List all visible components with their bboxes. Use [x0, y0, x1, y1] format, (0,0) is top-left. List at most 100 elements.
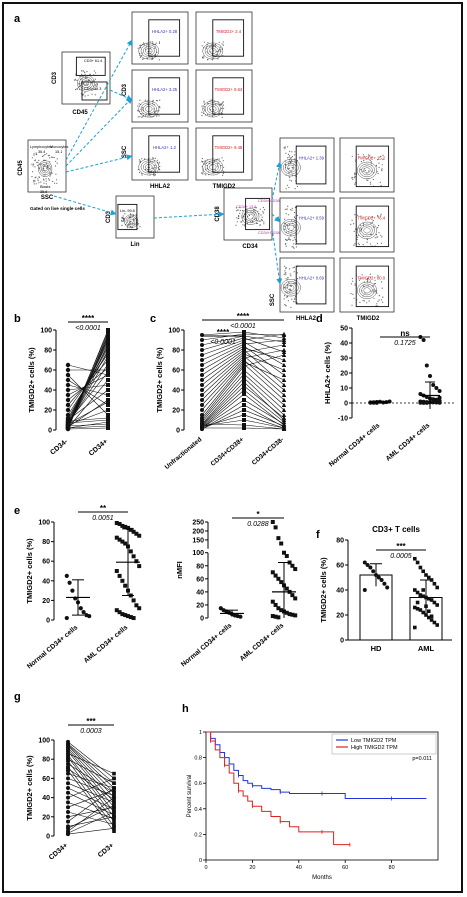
tmigd2-cd34-plot-0-event: [381, 168, 383, 170]
hhla2-plot-2-event: [154, 167, 157, 169]
tmigd2-cd34-plot-2-event: [363, 300, 365, 302]
g-pair-line: [67, 811, 115, 834]
cd3-plot-event: [91, 82, 93, 84]
c-point-cd38neg: [281, 372, 287, 377]
cd38-plot-event: [261, 216, 263, 218]
hhla2-plot-1-event: [138, 103, 140, 105]
b-point-cd34neg: [65, 402, 71, 408]
hhla2-cd34-plot-1-event: [291, 246, 293, 248]
hhla2-cd34-plot-1-event: [283, 222, 285, 224]
root-plot-event: [45, 178, 47, 180]
e1-point-aml: [128, 615, 133, 620]
e2-point-aml: [279, 608, 284, 613]
b-point-cd34pos: [106, 408, 110, 412]
tmigd2-plot-1-event: [215, 103, 217, 105]
lin-plot-event: [121, 224, 123, 226]
tmigd2-cd34-plot-2-event: [368, 300, 370, 302]
tmigd2-plot-2: TMIGD2+ 9.48: [195, 127, 253, 181]
tmigd2-plot-2-event: [222, 172, 224, 175]
hhla2-cd34-plot-0-event: [291, 180, 293, 182]
tmigd2-cd34-plot-1-event: [351, 219, 353, 221]
gating-arrow: [153, 211, 225, 219]
tmigd2-plot-1-event: [210, 109, 212, 111]
root-plot-event: [43, 182, 45, 184]
g-point-cd3: [112, 816, 116, 821]
cd38-plot-event: [261, 220, 263, 222]
g-pair-line: [67, 792, 115, 816]
b-point-cd34pos: [106, 420, 110, 424]
e1-point-aml: [137, 533, 142, 538]
e2-point-aml: [279, 580, 284, 585]
g-pair-line: [67, 758, 115, 784]
f-y-tick-label: 40: [336, 588, 344, 595]
tmigd2-cd34-plot-1-contour: [363, 227, 371, 234]
f-point-aml: [424, 595, 428, 600]
c-point-cd38neg: [281, 331, 287, 336]
panel-labels: a b c d e f g h: [14, 13, 323, 715]
b-point-cd34neg: [65, 425, 71, 431]
root-plot-event: [43, 179, 45, 181]
tmigd2-cd34-plot-0-event: [380, 185, 382, 187]
d-y-tick-label: 10: [340, 386, 348, 393]
b-point-cd34pos: [106, 378, 110, 382]
root-plot-contour: [42, 165, 48, 172]
tmigd2-cd34-plot-2-event: [370, 290, 372, 292]
tmigd2-cd34-plot-2: TMIGD2+ 80.0: [339, 257, 395, 313]
e1-y-tick-label: 100: [38, 520, 50, 527]
f-point-hd: [371, 569, 376, 574]
root-plot-event: [35, 152, 37, 154]
hhla2-plot-2-event: [137, 168, 139, 171]
g-point-cd3: [112, 791, 116, 795]
tmigd2-plot-1-event: [218, 111, 220, 113]
b-point-cd34neg: [65, 367, 71, 373]
hhla2-cd34-plot-2-event: [296, 302, 298, 304]
hhla2-cd34-plot-0-event: [284, 146, 286, 148]
h-y-tick-label: 0: [199, 858, 202, 864]
hhla2-cd34-plot-1-contour: [280, 219, 301, 237]
hhla2-cd34-plot-1-event: [285, 213, 287, 215]
tmigd2-cd34-plot-2-contour: [357, 281, 377, 300]
hhla2-cd34-plot-2-event: [285, 304, 287, 306]
cd38-plot-event: [255, 222, 258, 224]
tmigd2-cd34-plot-1-event: [380, 234, 382, 236]
b-y-tick-label: 20: [44, 408, 52, 415]
cd3-plot-event: [93, 88, 95, 91]
axis-cd34: CD34: [242, 244, 258, 250]
c-y-tick-label: 40: [172, 388, 180, 395]
f-point-hd: [382, 581, 387, 586]
hhla2-cd34-plot-1-event: [294, 239, 296, 241]
panel-h-survival-curve: 0 0.2 0.4 0.6 0.8 1 0 20 40 60 80 Months Percent sur…: [187, 730, 439, 881]
lin-plot-event: [139, 226, 141, 228]
cd3-plot-event: [96, 84, 98, 86]
hhla2-cd34-plot-0-event: [290, 161, 292, 163]
f-point-aml: [429, 614, 434, 619]
e2-point-aml: [287, 612, 292, 617]
hhla2-plot-0-event: [158, 41, 161, 43]
hhla2-cd34-plot-0-event: [294, 151, 296, 153]
g-point-cd3: [112, 788, 116, 792]
root-plot-event: [49, 172, 51, 174]
tmigd2-plot-0-event: [218, 41, 220, 43]
b-pair-line: [67, 371, 109, 423]
e2-y-tick-label: 150: [192, 537, 204, 544]
e1-y-tick-label: 0: [46, 618, 50, 625]
f-pvalue: 0.0005: [390, 553, 412, 560]
c-point-cd38neg: [281, 402, 287, 407]
e1-point-aml: [114, 520, 119, 525]
tmigd2-cd34-plot-1-event: [362, 224, 365, 227]
b-point-cd34pos: [106, 383, 110, 387]
tmigd2-plot-2-event: [221, 157, 223, 159]
tmigd2-plot-2-event: [218, 158, 220, 160]
tmigd2-cd34-plot-2-event: [373, 297, 375, 299]
g-point-cd34: [66, 810, 70, 814]
tmigd2-plot-0-event: [201, 45, 203, 47]
tmigd2-cd34-plot-0-event: [363, 159, 365, 162]
c-point-cd38neg: [281, 415, 287, 420]
cd3-plot-event: [92, 80, 94, 82]
c-point-cd38pos: [242, 413, 246, 417]
hhla2-cd34-plot-2-event: [289, 285, 291, 287]
hhla2-cd34-plot-2: HHLA2+ 0.69: [279, 257, 335, 313]
g-pair-line: [67, 745, 115, 794]
lin-plot-event: [121, 217, 123, 219]
b-point-cd34pos: [106, 388, 110, 392]
